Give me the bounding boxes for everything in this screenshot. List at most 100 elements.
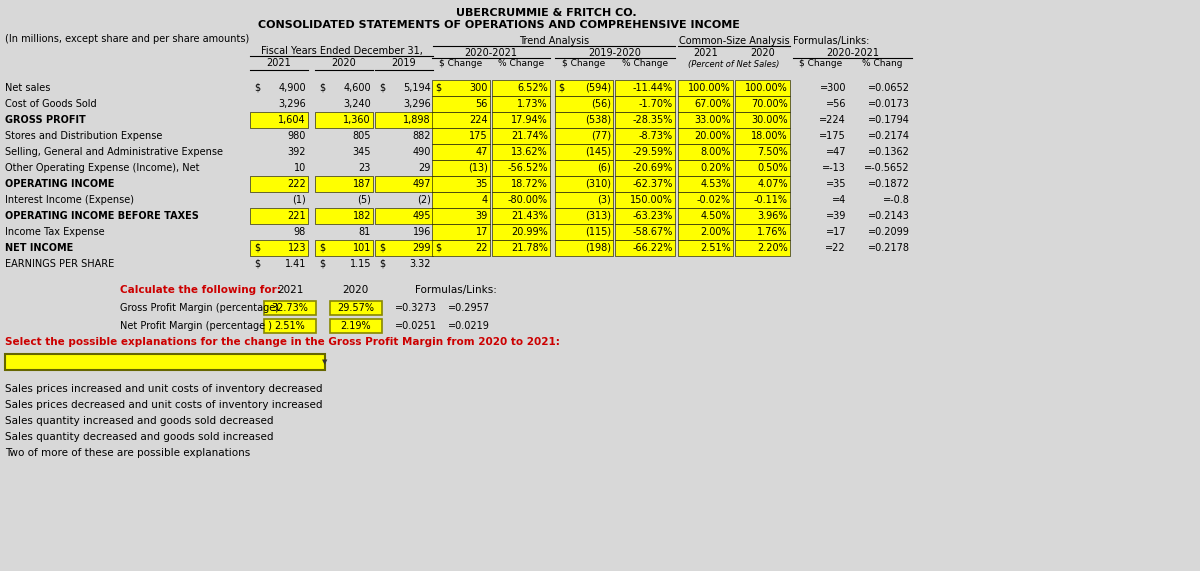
Text: =0.2143: =0.2143 [868,211,910,221]
Text: 67.00%: 67.00% [695,99,731,109]
Bar [374,176,433,192]
Bar [492,160,550,176]
Text: 4: 4 [482,195,488,205]
Bar [492,224,550,240]
Text: (538): (538) [584,115,611,125]
Bar [616,208,674,224]
Text: 100.00%: 100.00% [689,83,731,93]
Text: % Change: % Change [498,59,544,68]
Text: Net Profit Margin (percentage ): Net Profit Margin (percentage ) [120,321,272,331]
Text: Common-Size Analysis: Common-Size Analysis [679,36,790,46]
Bar [374,112,433,128]
Bar [734,240,790,256]
Bar [734,96,790,112]
Text: 4.07%: 4.07% [757,179,788,189]
Text: 13.62%: 13.62% [511,147,548,157]
Text: -66.22%: -66.22% [632,243,673,253]
Text: (13): (13) [468,163,488,173]
Text: (310): (310) [586,179,611,189]
Text: Sales prices increased and unit costs of inventory decreased: Sales prices increased and unit costs of… [5,384,323,394]
Text: -8.73%: -8.73% [638,131,673,141]
Text: 123: 123 [288,243,306,253]
Text: 1.73%: 1.73% [517,99,548,109]
Bar [678,224,733,240]
Text: -20.69%: -20.69% [632,163,673,173]
Text: 1.41: 1.41 [284,259,306,269]
Text: =35: =35 [826,179,846,189]
Text: 4,900: 4,900 [278,83,306,93]
Text: =-13: =-13 [822,163,846,173]
Text: 187: 187 [353,179,371,189]
Text: 1.15: 1.15 [349,259,371,269]
Bar [264,301,316,315]
Bar [616,112,674,128]
Text: 30.00%: 30.00% [751,115,788,125]
Text: 805: 805 [353,131,371,141]
Text: 17: 17 [475,227,488,237]
Text: -29.59%: -29.59% [632,147,673,157]
Text: =17: =17 [826,227,846,237]
Text: (56): (56) [592,99,611,109]
Bar [492,144,550,160]
Bar [734,192,790,208]
Text: (198): (198) [586,243,611,253]
Text: 150.00%: 150.00% [630,195,673,205]
Bar [492,176,550,192]
Text: =-0.8: =-0.8 [883,195,910,205]
Text: UBERCRUMMIE & FRITCH CO.: UBERCRUMMIE & FRITCH CO. [456,8,637,18]
Bar [314,240,373,256]
Text: Formulas/Links:: Formulas/Links: [415,285,497,295]
Text: 224: 224 [469,115,488,125]
Text: % Chang: % Chang [862,59,902,68]
Text: 22: 22 [475,243,488,253]
Text: -28.35%: -28.35% [632,115,673,125]
Bar [616,144,674,160]
Text: OPERATING INCOME BEFORE TAXES: OPERATING INCOME BEFORE TAXES [5,211,199,221]
Bar [678,192,733,208]
Text: =0.1872: =0.1872 [868,179,910,189]
Text: $: $ [254,83,260,93]
Text: 196: 196 [413,227,431,237]
Bar [616,192,674,208]
Text: 3,296: 3,296 [403,99,431,109]
Text: Stores and Distribution Expense: Stores and Distribution Expense [5,131,162,141]
Bar [330,301,382,315]
Text: =0.0251: =0.0251 [395,321,437,331]
Text: $: $ [254,243,260,253]
Bar [734,112,790,128]
Text: 1.76%: 1.76% [757,227,788,237]
Text: 18.72%: 18.72% [511,179,548,189]
Text: -62.37%: -62.37% [632,179,673,189]
Text: =0.0652: =0.0652 [868,83,910,93]
Bar [250,176,308,192]
Text: 1,360: 1,360 [343,115,371,125]
Text: $: $ [319,243,325,253]
Text: 3,240: 3,240 [343,99,371,109]
Bar [374,208,433,224]
Bar [554,192,613,208]
Bar [678,144,733,160]
Bar [554,176,613,192]
Text: Select the possible explanations for the change in the Gross Profit Margin from : Select the possible explanations for the… [5,337,560,347]
Bar [554,160,613,176]
Text: 2020-2021: 2020-2021 [826,48,878,58]
Text: (77): (77) [590,131,611,141]
Text: 39: 39 [475,211,488,221]
Text: 495: 495 [413,211,431,221]
Text: $: $ [436,83,442,93]
Text: -0.02%: -0.02% [697,195,731,205]
Text: 98: 98 [294,227,306,237]
Text: 2020-2021: 2020-2021 [464,48,517,58]
Text: =0.1362: =0.1362 [868,147,910,157]
Bar [678,80,733,96]
Text: 345: 345 [353,147,371,157]
Bar [250,208,308,224]
Bar [492,240,550,256]
Text: 17.94%: 17.94% [511,115,548,125]
Text: $: $ [254,259,260,269]
Text: (1): (1) [293,195,306,205]
Text: 8.00%: 8.00% [701,147,731,157]
Text: 100.00%: 100.00% [745,83,788,93]
Text: 20.00%: 20.00% [695,131,731,141]
Text: Formulas/Links:: Formulas/Links: [793,36,869,46]
